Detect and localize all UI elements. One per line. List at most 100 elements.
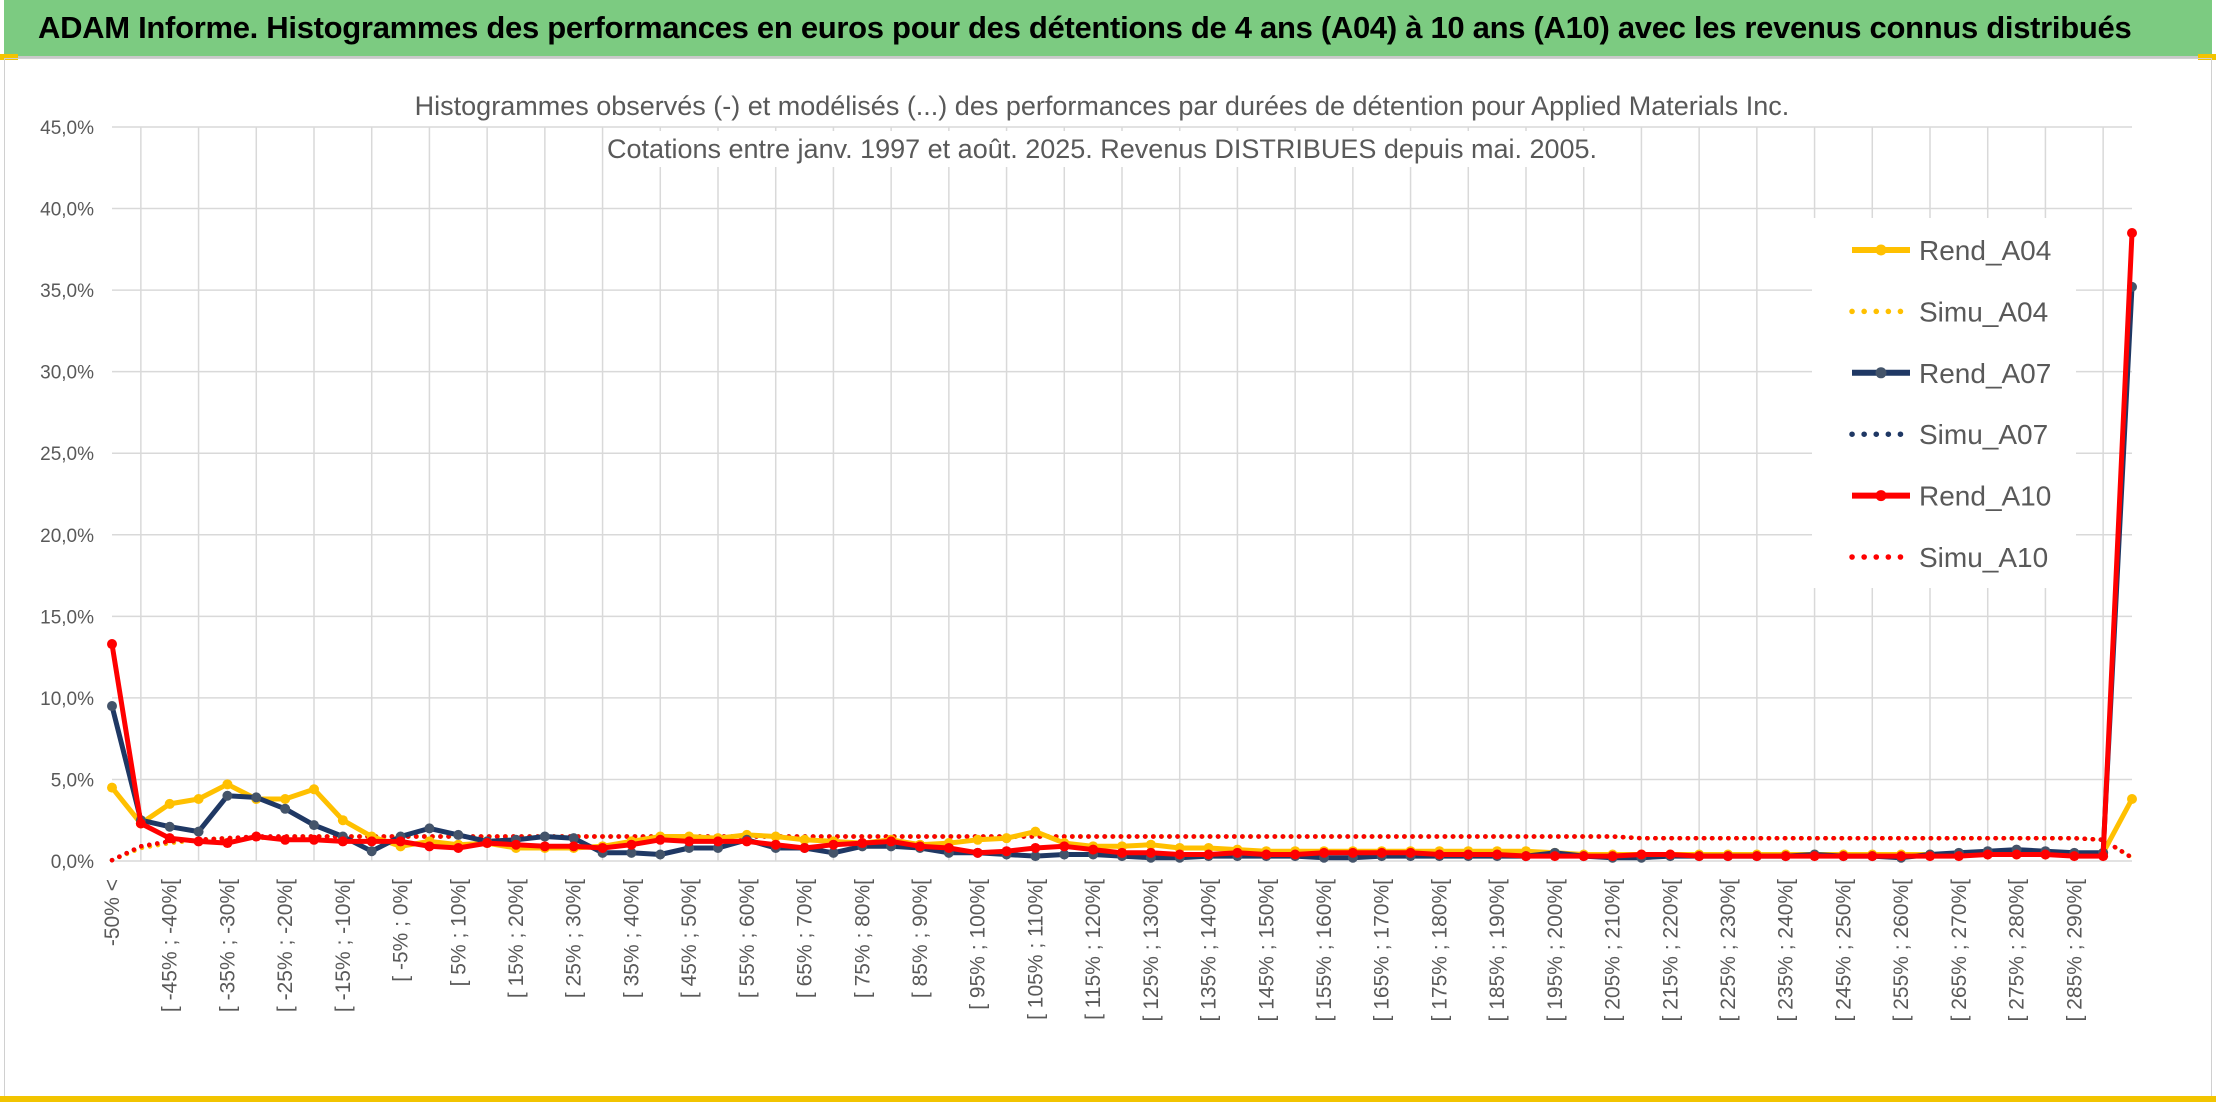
data-point-rend-a10 bbox=[1434, 849, 1445, 860]
data-point-rend-a10 bbox=[915, 841, 925, 852]
series-simu-a10 bbox=[109, 834, 2135, 863]
x-tick-label: [ -15% ; -10%[ bbox=[332, 879, 355, 1012]
data-point-rend-a07 bbox=[424, 823, 435, 834]
frame-bottom-accent bbox=[0, 1096, 2216, 1102]
data-point-rend-a07 bbox=[309, 820, 319, 831]
data-point-rend-a07 bbox=[453, 829, 464, 840]
x-tick-label: [ -35% ; -30%[ bbox=[216, 879, 239, 1012]
x-tick-label: [ 85% ; 90%[ bbox=[909, 879, 932, 998]
y-tick-label: 35,0% bbox=[40, 281, 94, 302]
x-tick-label: [ 15% ; 20%[ bbox=[505, 879, 528, 998]
legend-item-rend-a07: Rend_A07 bbox=[1852, 358, 2051, 389]
data-point-rend-a10 bbox=[857, 838, 868, 849]
data-point-rend-a10 bbox=[1492, 849, 1503, 860]
data-point-rend-a04 bbox=[107, 782, 117, 793]
x-tick-label: [ -5% ; 0%[ bbox=[390, 879, 413, 982]
x-tick-label: [ 215% ; 220%[ bbox=[1659, 879, 1682, 1022]
data-point-rend-a10 bbox=[539, 841, 550, 852]
y-tick-label: 10,0% bbox=[40, 689, 94, 710]
data-point-rend-a10 bbox=[828, 839, 839, 850]
data-point-rend-a07 bbox=[1059, 849, 1070, 860]
data-point-rend-a10 bbox=[366, 836, 377, 847]
data-point-rend-a10 bbox=[1463, 849, 1474, 860]
data-point-rend-a10 bbox=[1578, 851, 1589, 862]
data-point-rend-a10 bbox=[1232, 847, 1243, 858]
data-point-rend-a10 bbox=[424, 841, 435, 852]
data-point-rend-a10 bbox=[1549, 851, 1560, 862]
subtitle-background bbox=[412, 88, 1792, 124]
data-point-rend-a10 bbox=[309, 834, 319, 845]
x-tick-label: [ 65% ; 70%[ bbox=[794, 879, 817, 998]
data-point-rend-a10 bbox=[1723, 851, 1733, 862]
data-point-rend-a07 bbox=[280, 803, 291, 814]
x-tick-label: [ 95% ; 100%[ bbox=[967, 879, 990, 1010]
data-point-rend-a10 bbox=[1319, 847, 1329, 858]
x-tick-label: -50% < bbox=[101, 879, 124, 946]
data-point-rend-a07 bbox=[366, 846, 377, 857]
x-tick-label: [ 175% ; 180%[ bbox=[1428, 879, 1451, 1022]
data-point-rend-a10 bbox=[741, 836, 752, 847]
data-point-rend-a10 bbox=[395, 836, 406, 847]
data-point-rend-a10 bbox=[1925, 851, 1935, 862]
legend-item-simu-a04: Simu_A04 bbox=[1849, 296, 2048, 327]
x-tick-label: [ 225% ; 230%[ bbox=[1717, 879, 1740, 1022]
x-tick-label: [ 125% ; 130%[ bbox=[1140, 879, 1163, 1022]
data-point-rend-a07 bbox=[568, 833, 579, 844]
data-point-rend-a10 bbox=[1838, 851, 1849, 862]
data-point-rend-a10 bbox=[482, 838, 493, 849]
data-point-rend-a10 bbox=[251, 831, 262, 842]
data-point-rend-a10 bbox=[337, 836, 348, 847]
data-point-rend-a10 bbox=[972, 847, 983, 858]
data-point-rend-a10 bbox=[626, 839, 637, 850]
legend-item-simu-a10: Simu_A10 bbox=[1849, 542, 2048, 573]
data-point-rend-a10 bbox=[222, 838, 233, 849]
legend-label: Simu_A04 bbox=[1919, 296, 2048, 327]
data-point-rend-a07 bbox=[193, 826, 204, 837]
data-point-rend-a04 bbox=[2127, 794, 2137, 805]
data-point-rend-a04 bbox=[799, 834, 810, 845]
data-point-rend-a10 bbox=[655, 834, 666, 845]
chart-subtitle-line-1: Histogrammes observés (-) et modélisés (… bbox=[415, 91, 1790, 121]
data-point-rend-a07 bbox=[539, 831, 550, 842]
data-point-rend-a10 bbox=[1088, 844, 1099, 855]
legend-label: Rend_A10 bbox=[1919, 481, 2051, 512]
legend-marker bbox=[1875, 367, 1887, 379]
data-point-rend-a07 bbox=[1030, 851, 1041, 862]
x-tick-label: [ 235% ; 240%[ bbox=[1775, 879, 1798, 1022]
x-tick-label: [ 145% ; 150%[ bbox=[1255, 879, 1278, 1022]
data-point-rend-a10 bbox=[1290, 849, 1301, 860]
data-point-rend-a04 bbox=[309, 784, 319, 795]
x-tick-label: [ 135% ; 140%[ bbox=[1198, 879, 1221, 1022]
data-point-rend-a07 bbox=[251, 792, 262, 803]
data-point-rend-a10 bbox=[107, 639, 117, 650]
data-point-rend-a10 bbox=[280, 834, 291, 845]
data-point-rend-a10 bbox=[1521, 851, 1531, 862]
x-tick-label: [ 105% ; 110%[ bbox=[1024, 879, 1047, 1020]
data-point-rend-a10 bbox=[1636, 849, 1647, 860]
legend-marker bbox=[1875, 490, 1887, 502]
data-point-rend-a10 bbox=[164, 833, 175, 844]
x-tick-label: [ 165% ; 170%[ bbox=[1371, 879, 1394, 1022]
y-tick-label: 15,0% bbox=[40, 607, 94, 628]
data-point-rend-a10 bbox=[568, 841, 579, 852]
data-point-rend-a10 bbox=[684, 836, 695, 847]
data-point-rend-a10 bbox=[193, 836, 204, 847]
x-tick-label: [ 55% ; 60%[ bbox=[736, 879, 759, 998]
y-tick-label: 45,0% bbox=[40, 118, 94, 139]
data-point-rend-a04 bbox=[337, 815, 348, 826]
y-tick-label: 0,0% bbox=[51, 852, 94, 873]
data-point-rend-a10 bbox=[453, 842, 464, 853]
data-point-rend-a10 bbox=[2098, 851, 2109, 862]
legend-background bbox=[1812, 218, 2076, 588]
data-point-rend-a10 bbox=[1261, 849, 1272, 860]
series-rend-a10 bbox=[107, 228, 2137, 862]
x-axis-ticks: -50% < [ -45% ; -40%[[ -35% ; -30%[[ -25%… bbox=[101, 879, 2086, 1022]
data-point-rend-a10 bbox=[1780, 851, 1791, 862]
data-point-rend-a10 bbox=[1059, 841, 1070, 852]
data-point-rend-a10 bbox=[1203, 849, 1214, 860]
data-point-rend-a04 bbox=[193, 794, 204, 805]
y-tick-label: 40,0% bbox=[40, 200, 94, 221]
x-tick-label: [ 5% ; 10%[ bbox=[447, 879, 470, 987]
x-tick-label: [ 285% ; 290%[ bbox=[2063, 879, 2086, 1022]
data-point-rend-a07 bbox=[828, 847, 839, 858]
